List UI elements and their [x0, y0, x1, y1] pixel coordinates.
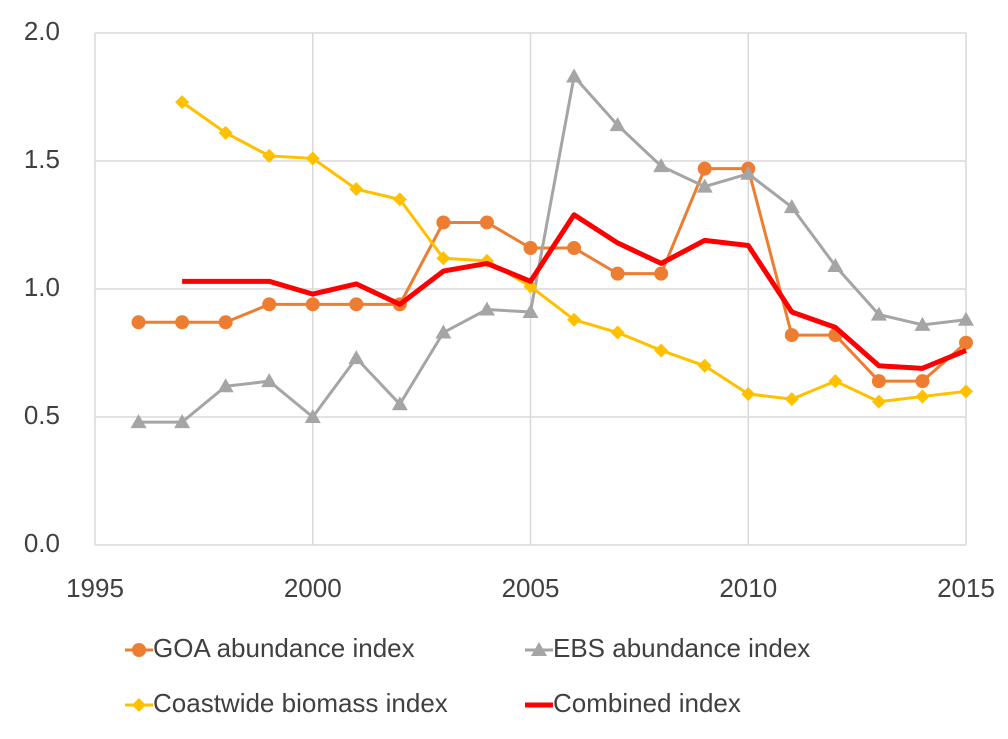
data-point [175, 315, 190, 330]
data-point [304, 409, 321, 423]
data-point [218, 315, 233, 330]
data-point [130, 414, 147, 429]
data-point [131, 315, 146, 330]
data-point [262, 297, 277, 312]
data-point [348, 350, 365, 365]
data-point [479, 215, 494, 230]
data-point [697, 161, 712, 176]
data-point [305, 297, 320, 312]
data-point [436, 251, 451, 266]
legend-marker [531, 642, 547, 656]
data-point [654, 343, 669, 358]
y-tick-label: 0.5 [24, 400, 60, 430]
data-point [915, 389, 930, 404]
data-point [696, 178, 713, 193]
data-point [958, 311, 974, 326]
y-tick-label: 2.0 [24, 16, 60, 46]
legend-label: Combined index [553, 688, 741, 718]
data-point [349, 182, 364, 197]
legend-label: Coastwide biomass index [153, 688, 448, 718]
data-point [523, 241, 538, 256]
y-tick-label: 1.5 [24, 144, 60, 174]
legend-marker [132, 698, 146, 712]
data-point [828, 374, 843, 389]
legend-label: EBS abundance index [553, 633, 810, 663]
data-point [392, 192, 407, 207]
data-point [349, 297, 364, 312]
data-point [522, 304, 539, 319]
data-point [783, 199, 800, 214]
data-point [305, 151, 320, 166]
data-point [741, 386, 756, 401]
data-point [697, 358, 712, 373]
x-tick-label: 2005 [502, 573, 560, 603]
data-point [261, 373, 278, 388]
x-tick-label: 2000 [284, 573, 342, 603]
data-point [523, 279, 538, 294]
data-point [784, 392, 799, 407]
data-point [653, 158, 670, 173]
x-tick-label: 1995 [66, 573, 124, 603]
data-point [566, 68, 583, 83]
data-point [175, 95, 190, 110]
data-point [435, 324, 452, 339]
data-point [218, 125, 233, 140]
series-line [182, 212, 967, 371]
data-point [870, 306, 887, 321]
data-point [959, 335, 973, 350]
data-point [827, 257, 844, 272]
x-tick-label: 2010 [719, 573, 777, 603]
data-point [871, 374, 886, 389]
data-point [610, 325, 625, 340]
data-point [654, 266, 669, 281]
data-point [740, 165, 757, 180]
x-tick-label: 2015 [937, 573, 995, 603]
legend-label: GOA abundance index [153, 633, 415, 663]
data-point [871, 394, 886, 409]
data-point [567, 312, 582, 327]
data-point [609, 117, 626, 132]
data-point [915, 374, 930, 389]
data-point [567, 241, 582, 256]
data-point [610, 266, 625, 281]
data-point [217, 378, 234, 393]
data-point [436, 215, 451, 230]
data-point [262, 148, 277, 163]
data-point [914, 316, 931, 331]
data-point [174, 414, 191, 429]
data-point [959, 384, 973, 399]
y-tick-label: 1.0 [24, 272, 60, 302]
data-point [391, 396, 408, 411]
data-point [478, 301, 495, 316]
data-point [784, 328, 799, 343]
legend-marker [132, 643, 146, 657]
y-tick-label: 0.0 [24, 528, 60, 558]
